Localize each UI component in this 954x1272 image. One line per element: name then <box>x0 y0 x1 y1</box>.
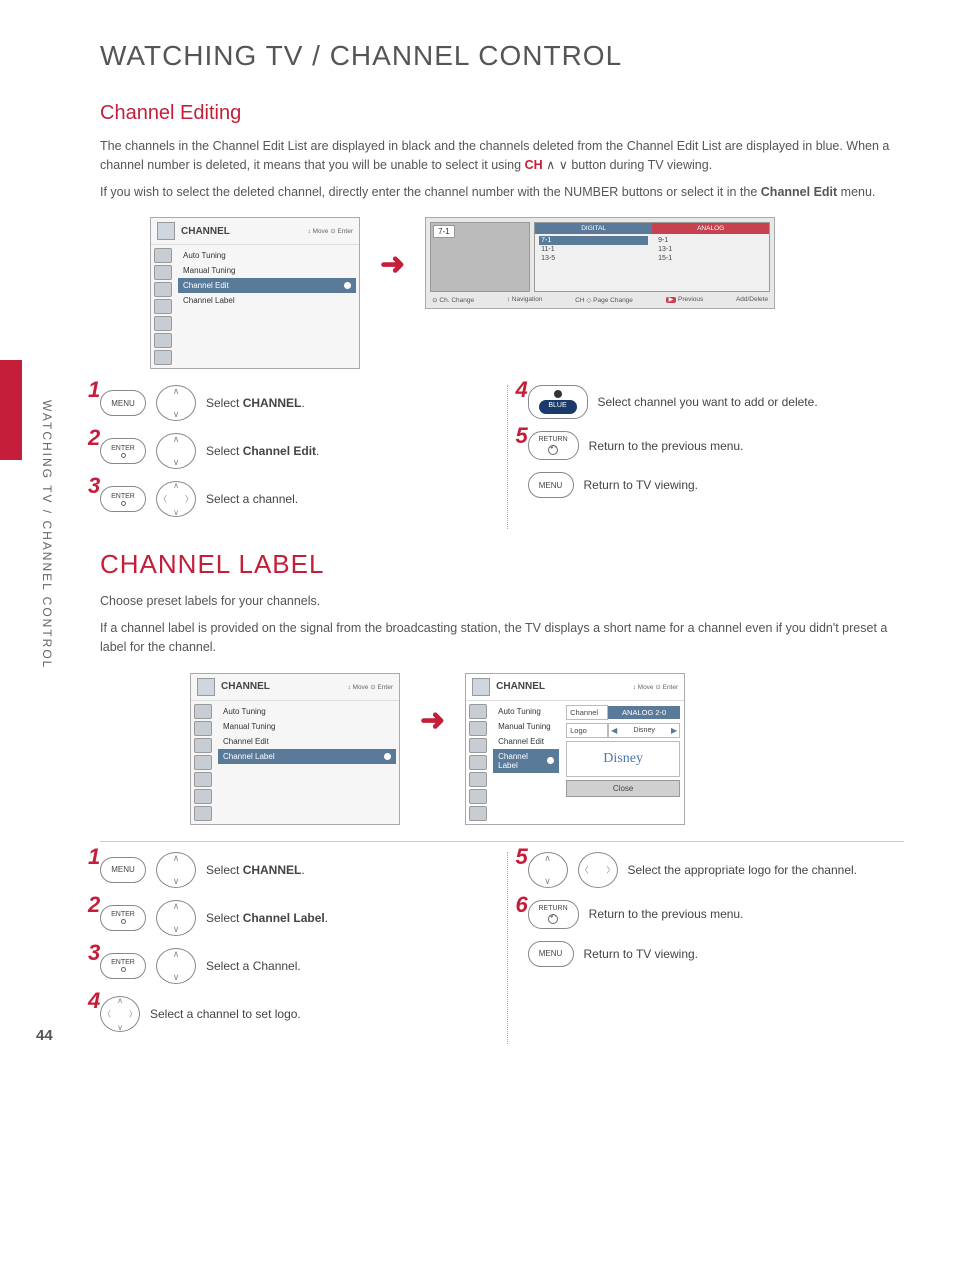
remote-button: BLUE <box>528 385 588 419</box>
menu-item: Manual Tuning <box>178 263 356 278</box>
menu-item: Channel Edit <box>218 734 396 749</box>
instruction-step: 5RETURNReturn to the previous menu. <box>528 431 905 460</box>
remote-button: MENU <box>100 390 146 416</box>
channel-label-panel: CHANNEL↕ Move ⊙ Enter Auto TuningManual … <box>465 673 685 825</box>
step-text: Select Channel Edit. <box>206 444 477 458</box>
remote-button: MENU <box>100 857 146 883</box>
instruction-step: 5〈〉Select the appropriate logo for the c… <box>528 852 905 888</box>
instruction-step: MENU Return to TV viewing. <box>528 941 905 967</box>
remote-button: RETURN <box>528 431 579 460</box>
arrow-icon: ➜ <box>420 703 445 738</box>
step-text: Select CHANNEL. <box>206 863 477 877</box>
editing-intro-2: If you wish to select the deleted channe… <box>100 183 904 202</box>
step-text: Select a channel. <box>206 492 477 506</box>
menu-item: Channel Edit <box>493 734 559 749</box>
step-text: Select CHANNEL. <box>206 396 477 410</box>
remote-button: ENTER <box>100 953 146 979</box>
channel-label-heading: CHANNEL LABEL <box>100 549 904 580</box>
remote-button: MENU <box>528 472 574 498</box>
instruction-step: 2ENTERSelect Channel Label. <box>100 900 477 936</box>
channel-grid-screen: 7-1 DIGITALANALOG 7-111-113-5 9-113-115-… <box>425 217 775 309</box>
remote-button: ENTER <box>100 486 146 512</box>
step-text: Return to the previous menu. <box>589 907 904 921</box>
instruction-step: 6RETURNReturn to the previous menu. <box>528 900 905 929</box>
side-section-label: WATCHING TV / CHANNEL CONTROL <box>40 400 54 720</box>
channel-menu-label-1: CHANNEL↕ Move ⊙ Enter Auto TuningManual … <box>190 673 400 825</box>
channel-editing-heading: Channel Editing <box>100 102 904 125</box>
instruction-step: 3ENTER∧∨〈〉Select a channel. <box>100 481 477 517</box>
menu-item: Channel Label <box>218 749 396 764</box>
instruction-step: 3ENTERSelect a Channel. <box>100 948 477 984</box>
channel-menu-edit: CHANNEL ↕ Move ⊙ Enter Auto TuningManual… <box>150 217 360 369</box>
menu-item: Channel Label <box>493 749 559 773</box>
arrow-icon: ➜ <box>380 247 405 282</box>
instruction-step: 2ENTERSelect Channel Edit. <box>100 433 477 469</box>
menu-item: Auto Tuning <box>493 704 559 719</box>
label-intro-1: Choose preset labels for your channels. <box>100 592 904 611</box>
step-text: Select the appropriate logo for the chan… <box>628 863 905 877</box>
step-text: Select a channel to set logo. <box>150 1007 477 1021</box>
menu-item: Manual Tuning <box>218 719 396 734</box>
instruction-step: 1MENUSelect CHANNEL. <box>100 852 477 888</box>
instruction-step: 4BLUESelect channel you want to add or d… <box>528 385 905 419</box>
step-text: Select Channel Label. <box>206 911 477 925</box>
page-title: WATCHING TV / CHANNEL CONTROL <box>100 40 904 72</box>
menu-item: Auto Tuning <box>218 704 396 719</box>
step-text: Return to TV viewing. <box>584 947 905 961</box>
remote-button: ENTER <box>100 905 146 931</box>
remote-button: MENU <box>528 941 574 967</box>
menu-item: Channel Edit <box>178 278 356 293</box>
instruction-step: 4∧∨〈〉Select a channel to set logo. <box>100 996 477 1032</box>
menu-item: Channel Label <box>178 293 356 308</box>
page-number: 44 <box>36 1027 53 1044</box>
menu-item: Manual Tuning <box>493 719 559 734</box>
instruction-step: 1MENUSelect CHANNEL. <box>100 385 477 421</box>
step-text: Select a Channel. <box>206 959 477 973</box>
remote-button: RETURN <box>528 900 579 929</box>
label-intro-2: If a channel label is provided on the si… <box>100 619 904 657</box>
instruction-step: MENU Return to TV viewing. <box>528 472 905 498</box>
remote-button: ENTER <box>100 438 146 464</box>
step-text: Return to TV viewing. <box>584 478 905 492</box>
menu-item: Auto Tuning <box>178 248 356 263</box>
editing-intro-1: The channels in the Channel Edit List ar… <box>100 137 904 175</box>
step-text: Select channel you want to add or delete… <box>598 395 905 409</box>
step-text: Return to the previous menu. <box>589 439 904 453</box>
